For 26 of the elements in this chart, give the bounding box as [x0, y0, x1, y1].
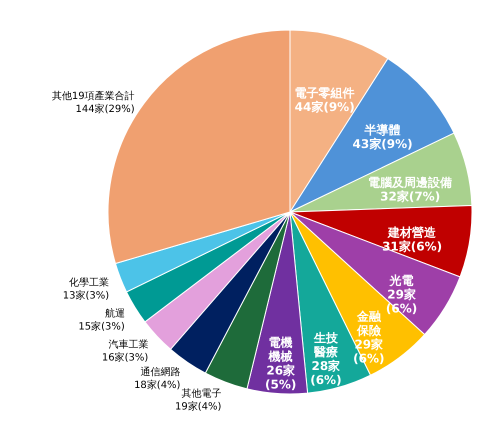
slice-label: 電機機械	[268, 336, 293, 364]
slice-label: 其他19項產業合計	[52, 90, 135, 102]
slice-label: 電腦及周邊設備	[368, 175, 452, 190]
slice-label: 金融保險	[356, 310, 382, 338]
slice-label: 汽車工業	[108, 338, 148, 350]
slice-label: 半導體	[364, 122, 401, 137]
data-label: 15家(3%)	[78, 320, 125, 333]
slice-label: 通信網路	[140, 366, 180, 378]
data-label: 26家(5%)	[265, 364, 296, 392]
data-label: 31家(6%)	[382, 239, 442, 254]
data-label: 28家(6%)	[310, 359, 342, 388]
slice-label: 其他電子	[181, 387, 222, 400]
data-label: 18家(4%)	[134, 379, 181, 392]
slice-label: 建材營造	[387, 225, 438, 240]
slice-label: 電子零組件	[294, 86, 355, 100]
data-label: 19家(4%)	[175, 400, 222, 412]
data-label: 13家(3%)	[62, 289, 110, 302]
data-label: 144家(29%)	[75, 102, 135, 115]
data-label: 44家(9%)	[294, 100, 355, 114]
data-label: 43家(9%)	[352, 136, 413, 151]
slice-label: 光電	[388, 274, 414, 288]
slice-label: 化學工業	[69, 276, 110, 288]
data-label: 32家(7%)	[380, 189, 440, 204]
slice-label: 生技醫療	[312, 331, 339, 360]
data-label: 16家(3%)	[102, 351, 148, 364]
slice-label: 航運	[104, 308, 125, 320]
